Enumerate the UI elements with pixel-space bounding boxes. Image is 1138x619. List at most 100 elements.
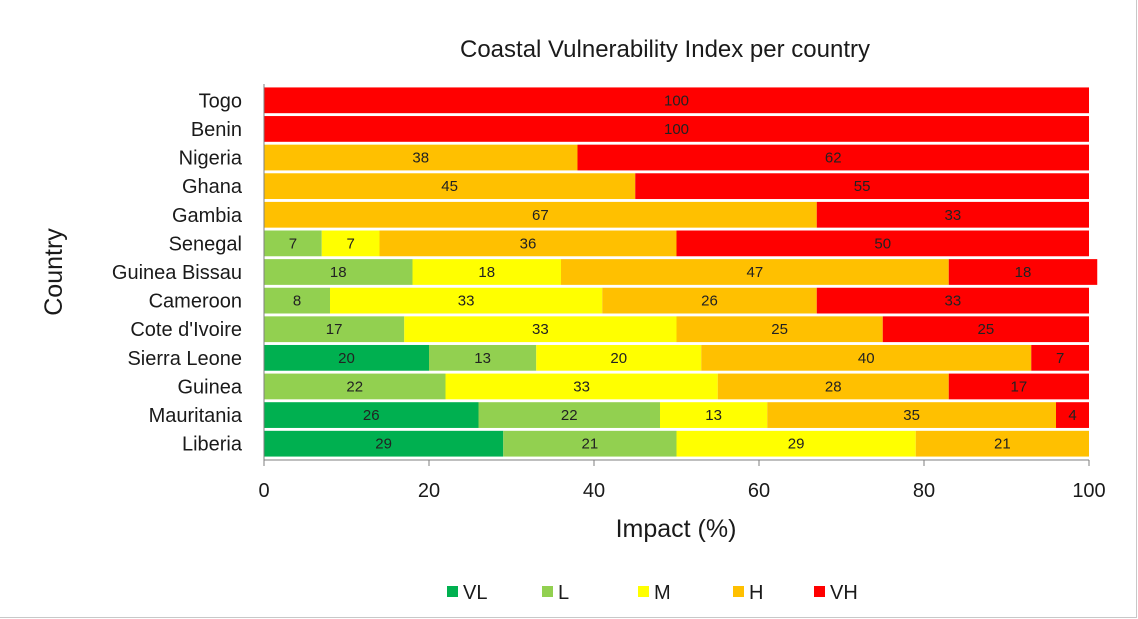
x-axis-title: Impact (%) — [616, 515, 737, 543]
legend-swatch — [447, 586, 458, 597]
data-label: 33 — [532, 321, 549, 338]
data-label: 100 — [664, 121, 689, 138]
bar-segment — [264, 287, 330, 314]
legend-label: M — [654, 582, 671, 604]
category-label: Benin — [191, 119, 242, 141]
data-label: 45 — [441, 178, 458, 195]
bar-segment — [264, 201, 817, 228]
bar-segment — [816, 287, 1089, 314]
legend-swatch — [814, 586, 825, 597]
bar-segment — [330, 287, 603, 314]
bar-segment — [676, 430, 916, 457]
bar-segment — [445, 373, 718, 400]
category-label: Guinea Bissau — [112, 262, 242, 284]
bar-segment — [429, 344, 537, 371]
data-label: 35 — [903, 407, 920, 424]
data-label: 25 — [771, 321, 788, 338]
bar-segment — [412, 259, 561, 285]
data-label: 20 — [610, 350, 627, 367]
data-label: 26 — [363, 407, 380, 424]
x-tick-label: 100 — [1072, 480, 1105, 502]
bar-segment — [264, 87, 1089, 114]
legend-label: L — [558, 582, 569, 604]
x-tick-label: 80 — [913, 480, 935, 502]
bar-segment — [635, 173, 1089, 200]
data-label: 8 — [293, 293, 301, 310]
data-label: 62 — [825, 150, 842, 167]
bar-segment — [404, 316, 677, 343]
bar-segment — [264, 230, 322, 257]
data-label: 17 — [1011, 378, 1028, 395]
legend-label: H — [749, 582, 763, 604]
bar-segment — [602, 287, 817, 314]
bar-segment — [264, 259, 413, 285]
bar-segment — [264, 316, 405, 343]
bar-segment — [264, 116, 1089, 142]
bar-segment — [1056, 402, 1089, 428]
bar-segment — [816, 201, 1089, 228]
bar-segment — [676, 230, 1089, 257]
data-label: 20 — [338, 350, 355, 367]
bar-segment — [264, 173, 636, 200]
data-label: 33 — [458, 293, 475, 310]
bar-segment — [660, 402, 768, 428]
category-label: Senegal — [169, 233, 242, 255]
category-label: Ghana — [182, 176, 243, 198]
bar-segment — [561, 259, 949, 285]
bar-segment — [264, 344, 429, 371]
data-label: 33 — [573, 378, 590, 395]
chart-title: Coastal Vulnerability Index per country — [460, 36, 870, 63]
data-label: 13 — [474, 350, 491, 367]
data-label: 25 — [978, 321, 995, 338]
data-label: 18 — [330, 264, 347, 281]
data-label: 4 — [1068, 407, 1076, 424]
x-tick-label: 20 — [418, 480, 440, 502]
category-label: Guinea — [178, 376, 243, 398]
data-label: 21 — [582, 436, 599, 453]
data-label: 26 — [701, 293, 718, 310]
data-label: 29 — [375, 436, 392, 453]
x-tick-label: 0 — [258, 480, 269, 502]
bar-segment — [503, 430, 677, 457]
legend-swatch — [542, 586, 553, 597]
data-label: 47 — [747, 264, 764, 281]
data-label: 22 — [561, 407, 578, 424]
category-label: Nigeria — [179, 148, 243, 170]
legend-label: VL — [463, 582, 487, 604]
category-label: Cameroon — [149, 291, 242, 313]
x-tick-label: 60 — [748, 480, 770, 502]
data-label: 22 — [346, 378, 363, 395]
category-label: Togo — [199, 90, 242, 112]
bar-segment — [915, 430, 1089, 457]
data-label: 18 — [1015, 264, 1032, 281]
bar-segment — [536, 344, 702, 371]
data-label: 33 — [945, 207, 962, 224]
data-label: 18 — [478, 264, 495, 281]
category-label: Liberia — [182, 434, 243, 456]
data-label: 13 — [705, 407, 722, 424]
data-label: 55 — [854, 178, 871, 195]
bar-segment — [1031, 344, 1089, 371]
bar-segment — [264, 144, 578, 171]
data-label: 38 — [412, 150, 429, 167]
bar-segment — [478, 402, 660, 428]
data-label: 7 — [1056, 350, 1064, 367]
data-label: 21 — [994, 436, 1011, 453]
category-label: Mauritania — [149, 405, 243, 427]
legend-label: VH — [830, 582, 858, 604]
legend-swatch — [638, 586, 649, 597]
data-label: 7 — [346, 235, 354, 252]
bar-segment — [882, 316, 1089, 343]
data-label: 67 — [532, 207, 549, 224]
legend: VL L M H VH — [447, 582, 858, 604]
data-label: 100 — [664, 92, 689, 109]
data-label: 50 — [874, 235, 891, 252]
y-axis-title: Country — [40, 228, 68, 316]
data-label: 29 — [788, 436, 805, 453]
data-label: 17 — [326, 321, 343, 338]
data-label: 33 — [945, 293, 962, 310]
bar-segment — [577, 144, 1089, 171]
category-label: Gambia — [172, 205, 243, 227]
